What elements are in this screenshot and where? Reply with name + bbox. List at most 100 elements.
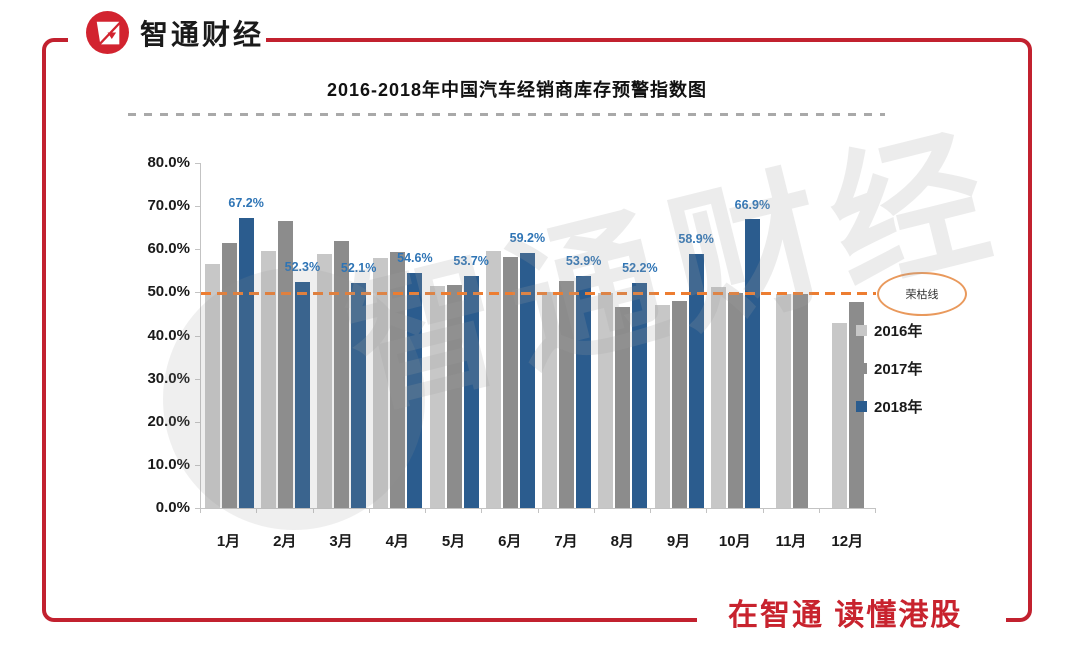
x-tick-mark: [200, 508, 201, 513]
y-tick-label: 60.0%: [147, 240, 190, 258]
legend-label: 2016年: [874, 323, 923, 340]
footer-slogan: 在智通 读懂港股: [728, 599, 963, 632]
bar-2016年-8月: [598, 293, 614, 508]
bar-2018年-1月: [238, 218, 254, 508]
x-tick-label: 5月: [441, 533, 466, 550]
bar-2017年-10月: [727, 293, 743, 508]
data-label-8月: 52.2%: [622, 260, 658, 275]
bar-2016年-6月: [485, 251, 501, 508]
y-tick-label: 70.0%: [147, 197, 190, 215]
bar-2016年-2月: [260, 251, 276, 508]
bar-2017年-4月: [390, 252, 406, 508]
bar-2018年-3月: [351, 283, 367, 508]
brand-logo: 智通财经: [86, 11, 264, 54]
x-tick-mark: [818, 508, 820, 513]
y-tick-label: 10.0%: [147, 455, 190, 473]
bar-2017年-8月: [615, 307, 631, 508]
x-tick-mark: [706, 508, 708, 513]
data-label-2月: 52.3%: [284, 260, 321, 275]
chart-title: 2016-2018年中国汽车经销商库存预警指数图: [326, 80, 708, 100]
y-tick-label: 40.0%: [147, 326, 190, 344]
x-tick-mark: [256, 508, 258, 513]
bar-group-6月: 59.2%: [482, 163, 545, 508]
legend-item-2016年: 2016年: [856, 320, 922, 341]
legend-swatch: [856, 401, 867, 412]
x-tick-label: 6月: [498, 533, 522, 550]
y-tick-label: 80.0%: [147, 154, 190, 171]
x-tick-label: 3月: [329, 533, 353, 550]
x-tick-label: 8月: [610, 533, 634, 550]
bar-2018年-7月: [576, 276, 592, 508]
x-tick-mark: [762, 508, 764, 513]
bar-group-8月: 52.2%: [595, 163, 658, 508]
y-tick-mark: [195, 249, 200, 251]
y-tick-mark: [195, 421, 200, 423]
y-tick-label: 30.0%: [147, 369, 190, 387]
x-tick-label: 12月: [831, 533, 864, 550]
bar-2016年-11月: [775, 294, 791, 508]
data-label-6月: 59.2%: [509, 230, 546, 245]
x-tick-mark: [593, 508, 595, 513]
bar-2017年-5月: [446, 285, 462, 508]
data-label-9月: 58.9%: [678, 232, 714, 246]
y-tick-mark: [195, 508, 200, 509]
y-tick-mark: [195, 206, 200, 208]
bar-group-7月: 53.9%: [539, 163, 601, 508]
frame-bottom-border: [64, 618, 697, 622]
bar-2016年-7月: [542, 292, 558, 508]
legend-item-2018年: 2018年: [856, 396, 922, 417]
bar-2018年-10月: [744, 219, 760, 508]
bar-2017年-1月: [221, 243, 237, 508]
bar-group-5月: 53.7%: [426, 163, 489, 508]
data-label-4月: 54.6%: [397, 250, 433, 265]
bar-group-11月: [764, 163, 820, 508]
bar-2016年-3月: [317, 254, 333, 508]
reference-line-50pct: [201, 292, 876, 295]
bar-2018年-9月: [688, 254, 704, 508]
bar-2018年-5月: [463, 276, 479, 508]
chart-legend: 2016年 2017年 2018年: [856, 320, 922, 434]
y-tick-mark: [195, 378, 200, 380]
legend-label: 2018年: [874, 399, 923, 416]
data-label-3月: 52.1%: [340, 261, 377, 276]
bar-2017年-6月: [502, 257, 518, 508]
plot-area: 67.2% 52.3% 52.1% 54.6% 53.7% 59.2% 53.9% 52.2%…: [200, 163, 876, 509]
y-tick-label: 50.0%: [147, 283, 190, 301]
data-label-10月: 66.9%: [734, 197, 771, 212]
y-tick-mark: [195, 464, 200, 466]
frame-top-left-corner: [42, 38, 68, 64]
frame-bottom-right-corner: [1006, 596, 1032, 622]
x-tick-label: 9月: [666, 533, 691, 550]
reference-line-label: 荣枯线: [905, 289, 939, 301]
y-tick-mark: [195, 163, 200, 164]
brand-name: 智通财经: [140, 18, 265, 50]
bar-2016年-5月: [429, 286, 445, 508]
frame-right-border: [1028, 60, 1032, 596]
legend-swatch: [856, 363, 867, 374]
x-tick-mark: [425, 508, 426, 513]
bar-2018年-8月: [632, 283, 648, 508]
bar-group-10月: 66.9%: [707, 163, 770, 508]
x-tick-label: 10月: [718, 533, 751, 550]
frame-left-border: [42, 58, 46, 600]
bar-2017年-11月: [792, 294, 808, 508]
bar-group-3月: 52.1%: [314, 163, 376, 508]
legend-swatch: [856, 325, 867, 336]
data-label-1月: 67.2%: [228, 196, 264, 211]
x-tick-label: 7月: [554, 533, 578, 550]
x-tick-label: 4月: [385, 533, 409, 550]
bar-2017年-7月: [559, 281, 575, 508]
bar-2016年-10月: [710, 287, 726, 508]
x-tick-label: 11月: [775, 533, 807, 550]
x-tick-mark: [312, 508, 314, 513]
data-label-5月: 53.7%: [453, 254, 489, 269]
y-tick-label: 20.0%: [147, 412, 190, 430]
legend-label: 2017年: [874, 361, 923, 378]
bar-group-4月: 54.6%: [370, 163, 433, 508]
x-tick-label: 1月: [216, 533, 241, 550]
x-tick-mark: [875, 508, 876, 513]
legend-item-2017年: 2017年: [856, 358, 922, 379]
x-tick-mark: [650, 508, 651, 513]
bar-2017年-9月: [671, 301, 687, 508]
bar-2016年-12月: [831, 323, 847, 508]
